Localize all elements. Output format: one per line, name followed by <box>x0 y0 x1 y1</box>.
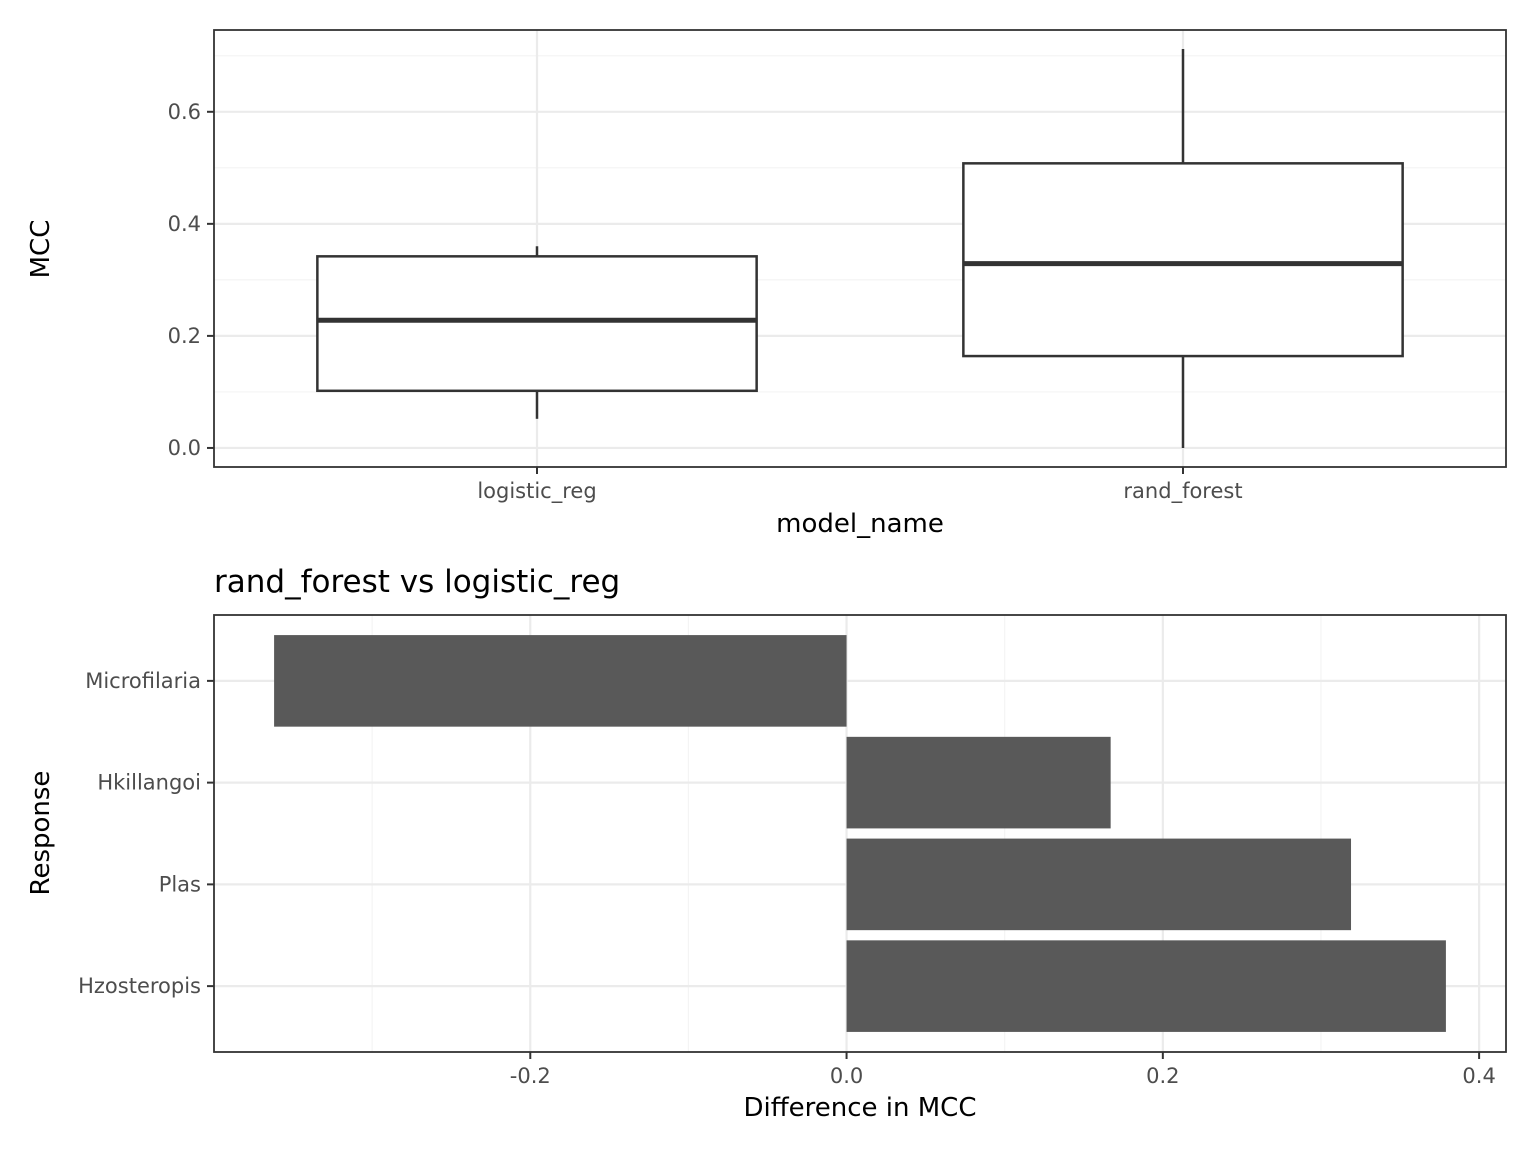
box-rand_forest <box>962 162 1404 358</box>
x-tick-label: logistic_reg <box>477 479 596 504</box>
y-tick-label: Hzosteropis <box>78 974 201 998</box>
y-tick-label: Plas <box>159 872 201 896</box>
x-tick-label: 0.4 <box>1462 1064 1495 1088</box>
y-tick-label: 0.2 <box>168 324 201 348</box>
bar-hkillangoi <box>846 736 1111 829</box>
y-tick-label: 0.6 <box>168 100 201 124</box>
panel-border <box>213 614 1507 1053</box>
panel-border <box>213 29 1507 468</box>
y-tick-label: 0.4 <box>168 212 201 236</box>
bar-microfilaria <box>274 635 847 727</box>
bar-chart-title: rand_forest vs logistic_reg <box>214 564 620 600</box>
box-plot-y-axis-title: MCC <box>26 220 56 279</box>
box-plot-x-axis-title: model_name <box>776 509 944 539</box>
bar-hzosteropis <box>846 940 1446 1032</box>
bar-chart-y-axis-title: Response <box>26 771 56 896</box>
y-tick-label: 0.0 <box>168 436 201 460</box>
bar-chart-panel: -0.2 0.0 0.2 0.4 Microfilaria Hkillangoi Plas H… <box>78 614 1507 1088</box>
y-tick-label: Microfilaria <box>85 669 201 693</box>
bar-plas <box>846 838 1352 931</box>
x-tick-label: 0.2 <box>1146 1064 1179 1088</box>
y-tick-label: Hkillangoi <box>97 771 201 795</box>
box-plot-panel: 0.0 0.2 0.4 0.6 logistic_reg rand_forest <box>168 29 1507 504</box>
x-tick-label: -0.2 <box>510 1064 551 1088</box>
x-tick-label: 0.0 <box>830 1064 863 1088</box>
x-tick-label: rand_forest <box>1123 479 1242 504</box>
box-logistic_reg <box>316 255 758 393</box>
bar-chart-x-axis-title: Difference in MCC <box>743 1093 976 1123</box>
